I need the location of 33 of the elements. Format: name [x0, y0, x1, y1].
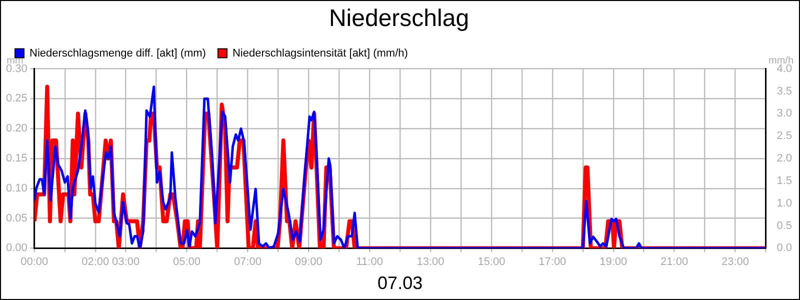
legend-label: Niederschlagsmenge diff. [akt] (mm) [30, 47, 206, 60]
y-tick-label: 0.10 [6, 182, 28, 194]
y-tick-label: 0.25 [6, 92, 28, 105]
x-tick-label: 15:00 [478, 256, 506, 268]
x-tick-label: 21:00 [660, 256, 688, 268]
y2-tick-label: 3.5 [776, 85, 792, 98]
x-tick-label: 11:00 [356, 256, 383, 268]
legend-label: Niederschlagsintensität [akt] (mm/h) [232, 47, 408, 60]
x-tick-label: 19:00 [600, 256, 628, 268]
y2-tick-label: 2.5 [776, 130, 792, 142]
y-tick-label: 0.05 [6, 212, 28, 224]
x-tick-label: 23:00 [721, 256, 750, 268]
x-tick-label: 17:00 [538, 256, 566, 268]
y-tick-label: 0.30 [6, 62, 28, 75]
x-tick-label: 09:00 [294, 256, 322, 268]
y2-tick-label: 2.0 [776, 152, 792, 165]
x-tick-label: 13:00 [416, 256, 444, 268]
x-tick-label: 03:00 [112, 256, 140, 268]
y2-tick-label: 1.5 [776, 174, 792, 187]
y2-tick-label: 0.5 [776, 220, 792, 232]
x-tick-label: 05:00 [173, 256, 201, 268]
y-tick-label: 0.20 [6, 122, 28, 135]
x-axis-title: 07.03 [378, 273, 423, 294]
y2-tick-label: 4.0 [776, 62, 792, 75]
chart-title: Niederschlag [328, 5, 470, 32]
y-tick-label: 0.00 [6, 242, 28, 254]
y2-tick-label: 0.0 [776, 242, 792, 254]
y2-tick-label: 1.0 [776, 197, 792, 210]
x-tick-label: 02:00 [82, 256, 110, 268]
x-tick-label: 00:00 [20, 256, 48, 268]
y2-tick-label: 3.0 [776, 108, 792, 120]
x-tick-label: 07:00 [234, 256, 262, 268]
y-tick-label: 0.15 [6, 152, 28, 165]
